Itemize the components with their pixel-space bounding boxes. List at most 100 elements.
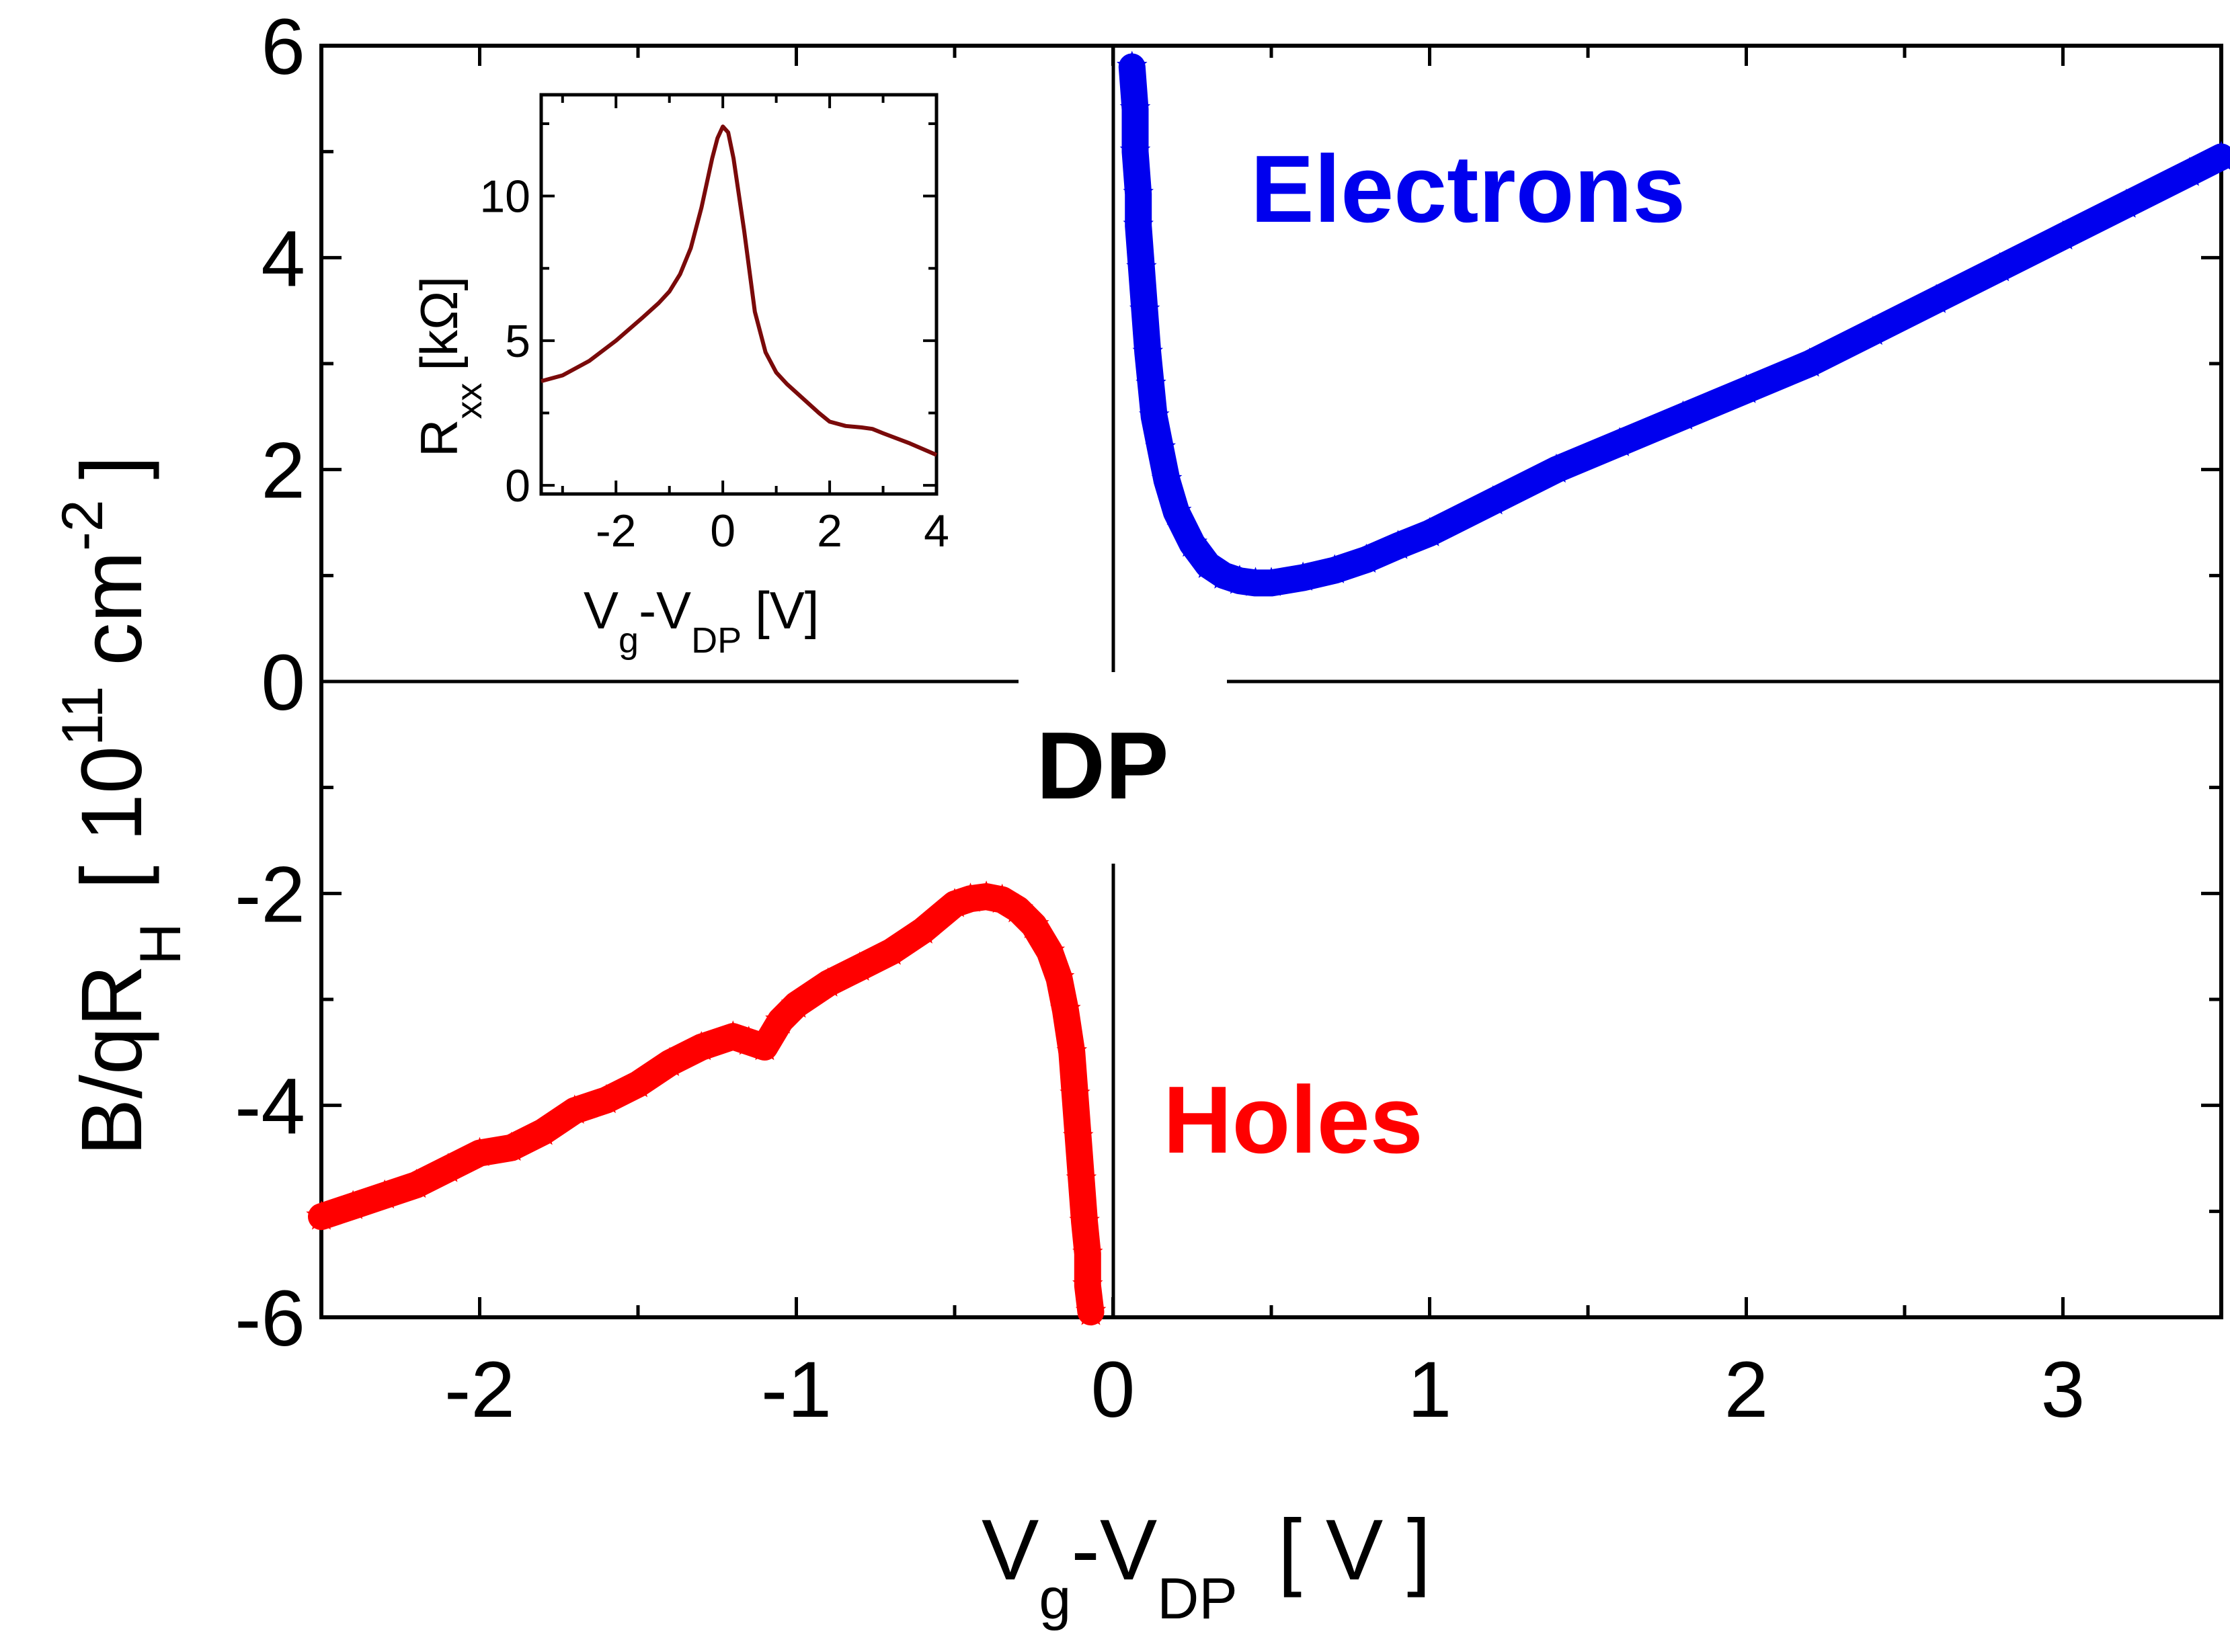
data-point-star <box>1224 565 1255 594</box>
data-point-star <box>1730 374 1762 403</box>
data-point-star <box>1018 909 1049 938</box>
data-point-star <box>1126 252 1157 282</box>
data-point-star <box>1123 210 1154 239</box>
data-point-star <box>1050 993 1081 1024</box>
data-point-star <box>939 888 970 917</box>
y-axis-title-main: B/qR <box>64 964 160 1156</box>
inset-x-axis-title-unit: [V] <box>755 581 819 640</box>
data-point-star <box>654 1046 685 1076</box>
data-point-star <box>464 1137 495 1166</box>
data-point-star <box>1604 427 1635 456</box>
data-point-star <box>1667 400 1699 430</box>
inset-x-axis-title: Vg-VDP [V] <box>584 581 819 661</box>
data-point-star <box>1984 252 2016 282</box>
data-point-star <box>844 951 875 981</box>
data-point-star <box>1208 559 1240 589</box>
data-point-star <box>1287 561 1318 591</box>
data-point-star <box>1794 347 1825 377</box>
y-tick-label: -6 <box>235 1274 305 1363</box>
data-point-star <box>2206 140 2230 170</box>
data-point-star <box>1477 485 1509 515</box>
data-point-star <box>1414 517 1445 546</box>
data-point-star <box>1075 1296 1107 1325</box>
y-tick-label: 2 <box>261 427 305 515</box>
data-point-star <box>2174 157 2205 186</box>
data-point-star <box>1066 1163 1097 1193</box>
data-point-star <box>1541 453 1572 483</box>
holes-label: Holes <box>1163 1067 1423 1173</box>
y-axis-title-unit-close: ] <box>64 456 160 480</box>
data-point-star <box>1129 294 1160 324</box>
data-point-star <box>2110 188 2142 218</box>
data-point-star <box>1351 543 1382 573</box>
x-tick-label: -2 <box>444 1346 515 1434</box>
data-point-star <box>1921 284 1952 313</box>
x-axis-title-unit: [ V ] <box>1278 1502 1431 1598</box>
data-point-star <box>1858 315 1888 345</box>
data-point-star <box>1116 50 1148 80</box>
data-point-star <box>1136 368 1166 398</box>
x-tick-label: 0 <box>1091 1346 1136 1434</box>
data-point-star <box>337 1190 368 1219</box>
inset-y-axis-title-unit: [kΩ] <box>409 276 469 371</box>
data-point-star <box>1034 936 1066 965</box>
data-point-star <box>2047 220 2079 250</box>
data-point-star <box>717 1020 749 1050</box>
data-point-star <box>1160 495 1192 526</box>
electrons-label: Electrons <box>1250 136 1685 243</box>
data-point-star <box>1151 464 1183 493</box>
y-tick-label: -2 <box>235 850 305 939</box>
y-axis-title-sup1: 11 <box>50 686 115 746</box>
inset-y-axis-title-sub: xx <box>449 383 489 419</box>
y-tick-label: 6 <box>261 3 305 91</box>
data-point-star <box>1319 554 1350 583</box>
data-point-star <box>686 1031 717 1061</box>
data-point-star <box>1002 893 1033 923</box>
inset-y-tick-label: 5 <box>505 316 530 367</box>
y-tick-label: 0 <box>261 638 305 727</box>
x-tick-label: 1 <box>1408 1346 1452 1434</box>
y-axis-title-sup2: -2 <box>50 499 115 550</box>
y-tick-label: 4 <box>261 214 305 303</box>
data-point-star <box>1119 93 1151 122</box>
data-point-star <box>306 1200 337 1230</box>
inset-x-axis-title-sub2: DP <box>691 620 742 661</box>
data-point-star <box>432 1153 464 1182</box>
x-axis-title-mid: -V <box>1071 1502 1157 1598</box>
inset-y-axis-title: Rxx [kΩ] <box>409 276 489 457</box>
data-point-star <box>623 1068 653 1098</box>
data-point-star <box>1240 567 1271 596</box>
data-point-star <box>1138 400 1170 430</box>
inset-x-tick-label: -2 <box>596 505 636 556</box>
inset-x-axis-title-mid: -V <box>639 581 691 640</box>
data-point-star <box>1062 1121 1094 1151</box>
main-tick-labels: -2 -1 0 1 2 3 -6 -4 -2 0 2 4 6 <box>235 3 2085 1434</box>
inset-x-axis-title-sub1: g <box>619 620 639 661</box>
data-point-star <box>971 880 1002 910</box>
data-point-star <box>876 936 907 965</box>
inset-x-tick-label: 0 <box>710 505 735 556</box>
y-axis-title-unit-open: [ 10 <box>64 746 160 890</box>
data-point-star <box>1069 1206 1100 1235</box>
data-point-star <box>1256 567 1287 596</box>
inset-x-tick-label: 2 <box>817 505 842 556</box>
main-series <box>306 50 2230 1326</box>
data-point-star <box>1043 962 1075 991</box>
data-point-star <box>1072 1269 1103 1299</box>
data-point-star <box>559 1094 590 1124</box>
y-tick-label: -4 <box>235 1063 305 1151</box>
x-tick-label: -1 <box>761 1346 832 1434</box>
dirac-point-label: DP <box>1036 712 1168 819</box>
x-axis-title-sub1: g <box>1039 1567 1071 1631</box>
inset-x-axis-title-main: V <box>584 581 619 640</box>
data-point-star <box>495 1131 527 1161</box>
data-point-star <box>749 1031 781 1061</box>
inset-series <box>541 124 938 457</box>
x-tick-label: 2 <box>1724 1346 1769 1434</box>
inset-frame <box>539 93 939 496</box>
inset-rxx-curve <box>541 124 938 457</box>
inset-axis-ticks <box>541 95 938 494</box>
data-point-star <box>812 967 844 997</box>
data-point-star <box>1145 432 1176 462</box>
